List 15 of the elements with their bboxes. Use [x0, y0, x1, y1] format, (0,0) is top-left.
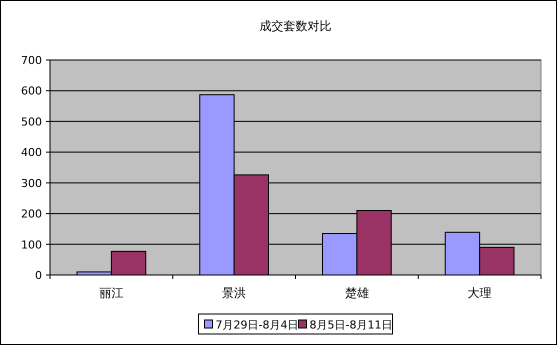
y-tick-label: 300 — [21, 176, 42, 190]
x-tick-label: 楚雄 — [344, 286, 369, 300]
y-tick-label: 100 — [21, 238, 42, 252]
y-tick-label: 400 — [21, 146, 42, 160]
y-tick-label: 700 — [21, 54, 42, 67]
y-tick-label: 600 — [21, 84, 42, 98]
x-tick-label: 景洪 — [222, 286, 246, 300]
y-tick-label: 200 — [21, 208, 42, 221]
x-tick-label: 丽江 — [99, 286, 124, 300]
legend-label: 8月5日-8月11日 — [310, 318, 392, 332]
legend-label: 7月29日-8月4日 — [216, 318, 298, 332]
y-tick-label: 500 — [21, 115, 42, 128]
chart-title: 成交套数对比 — [260, 19, 332, 33]
x-tick-label: 大理 — [468, 286, 492, 300]
y-tick-label: 0 — [35, 269, 42, 282]
